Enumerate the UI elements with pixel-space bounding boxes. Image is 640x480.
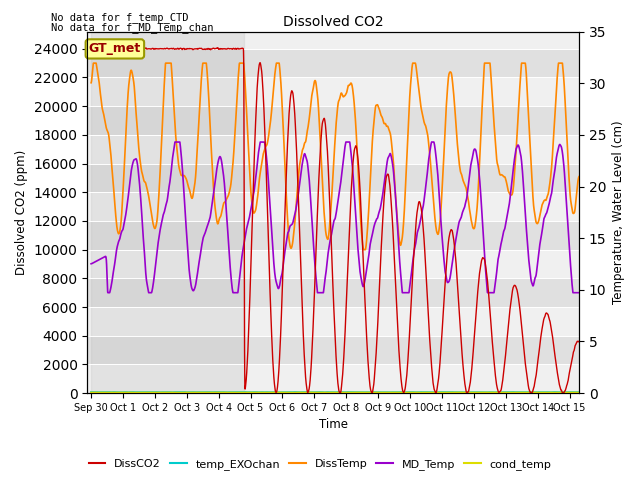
- Bar: [87, 336, 579, 364]
- Y-axis label: Dissolved CO2 (ppm): Dissolved CO2 (ppm): [15, 150, 28, 275]
- Bar: [87, 364, 579, 393]
- Bar: [91, 32, 244, 393]
- Y-axis label: Temperature, Water Level (cm): Temperature, Water Level (cm): [612, 120, 625, 304]
- X-axis label: Time: Time: [319, 419, 348, 432]
- Bar: [87, 307, 579, 336]
- Bar: [87, 221, 579, 250]
- Text: No data for f_MD_Temp_chan: No data for f_MD_Temp_chan: [51, 22, 214, 33]
- Text: GT_met: GT_met: [89, 42, 141, 55]
- Bar: [87, 49, 579, 77]
- Bar: [87, 77, 579, 106]
- Bar: [87, 135, 579, 164]
- Title: Dissolved CO2: Dissolved CO2: [283, 15, 383, 29]
- Bar: [87, 106, 579, 135]
- Bar: [87, 250, 579, 278]
- Legend: DissCO2, temp_EXOchan, DissTemp, MD_Temp, cond_temp: DissCO2, temp_EXOchan, DissTemp, MD_Temp…: [84, 455, 556, 474]
- Text: No data for f_temp_CTD: No data for f_temp_CTD: [51, 12, 189, 23]
- Bar: [87, 192, 579, 221]
- Bar: [87, 278, 579, 307]
- Bar: [87, 164, 579, 192]
